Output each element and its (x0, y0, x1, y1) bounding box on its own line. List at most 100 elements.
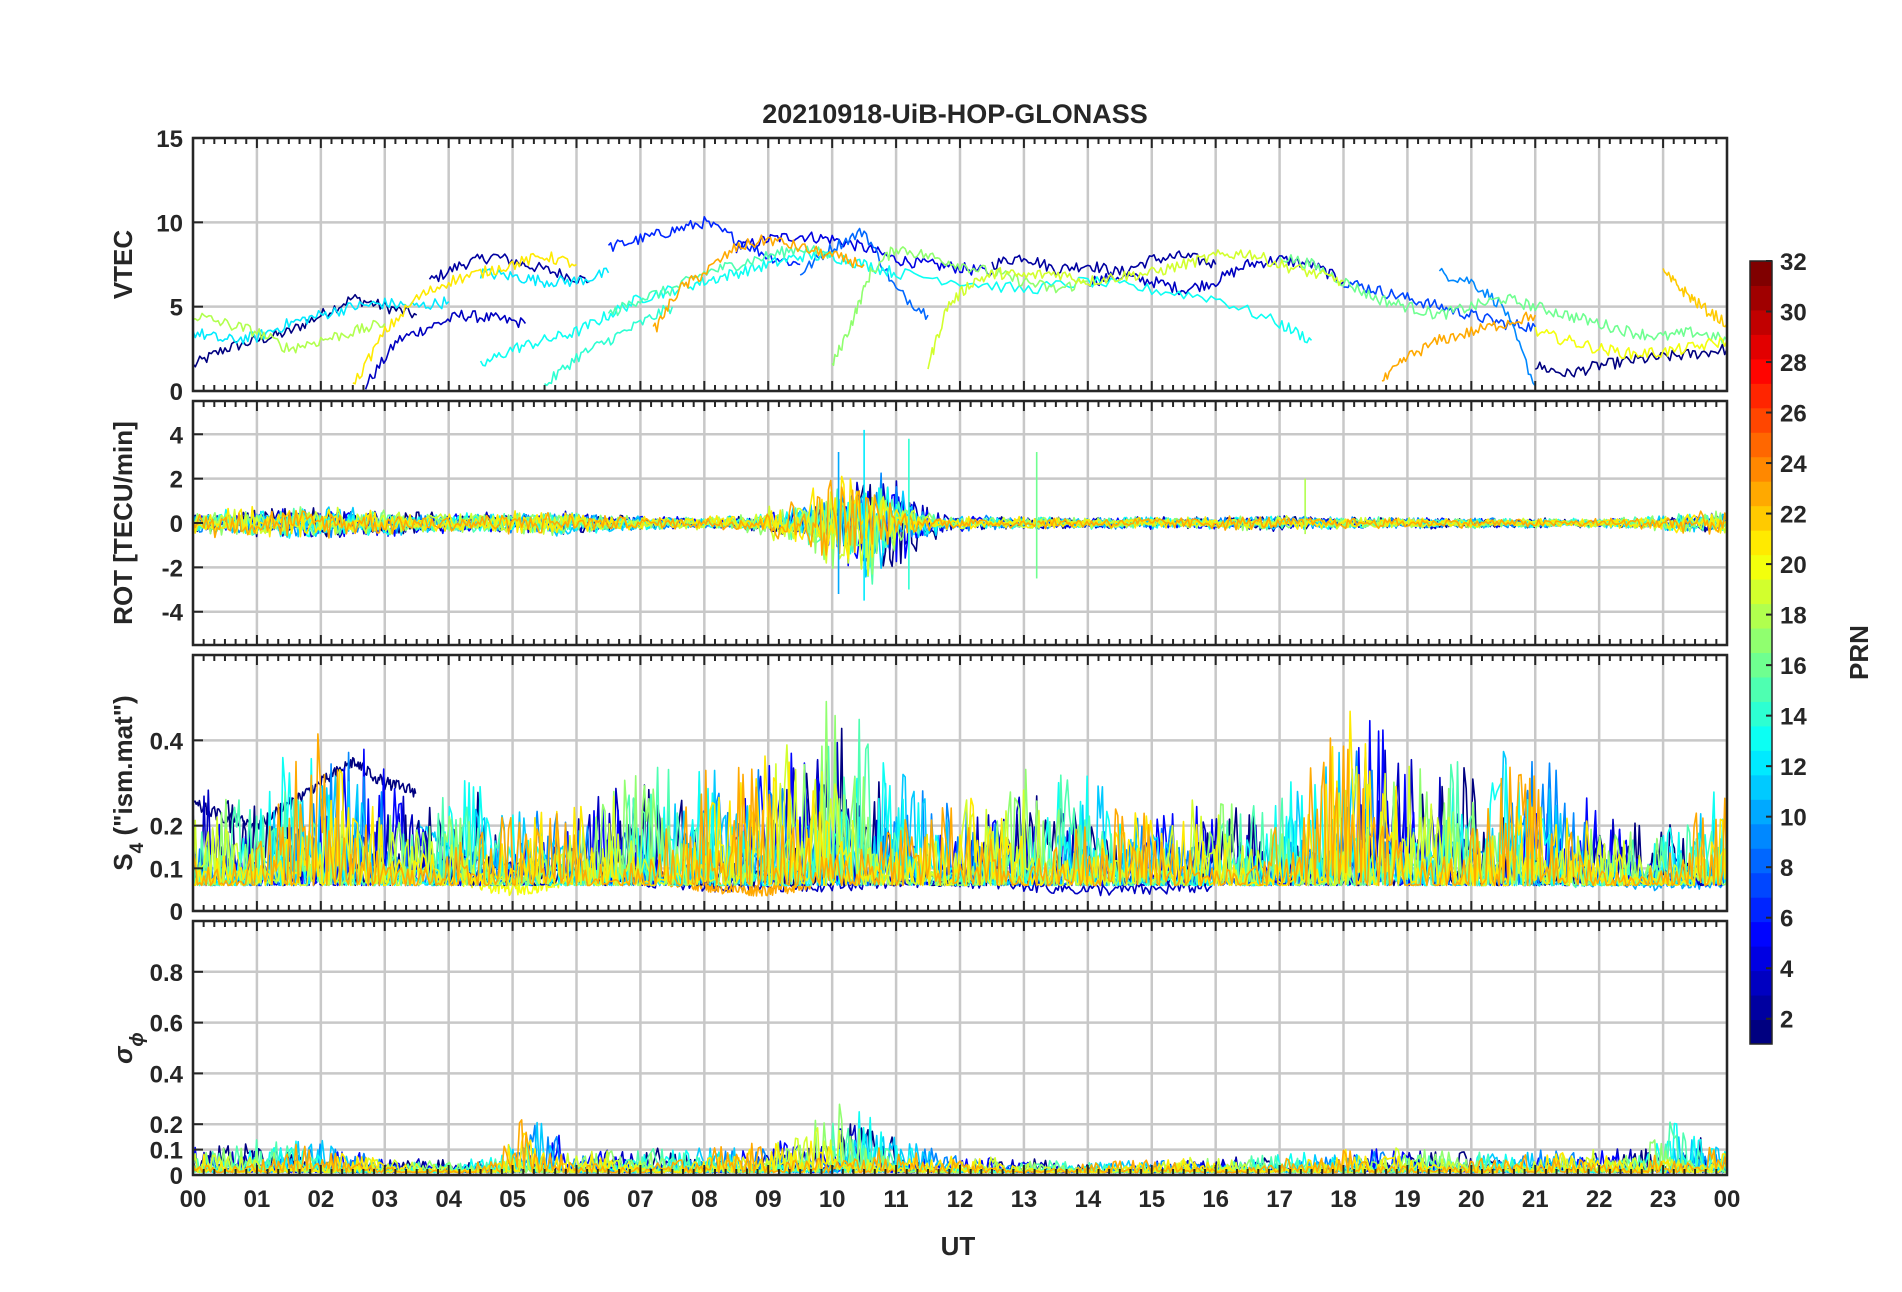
colorbar-tick-label-4: 10 (1780, 805, 1807, 832)
vtec-series-prn-12-12 (479, 267, 610, 288)
colorbar-segment-20 (1750, 530, 1772, 556)
colorbar-segment-8 (1750, 823, 1772, 849)
panel-vtec: 0 5 10 15 VTEC (108, 126, 1729, 406)
vtec-ytick-label-1: 5 (170, 295, 183, 322)
vtec-series-prn-2-4 (991, 250, 1217, 277)
vtec-traces (193, 216, 1727, 390)
x-tick-label-23: 23 (1650, 1186, 1677, 1213)
colorbar-tick-label-10: 22 (1780, 502, 1807, 529)
colorbar-segment-2 (1750, 970, 1772, 996)
s4-ytick-label-0: 0 (170, 899, 183, 926)
colorbar-tick-label-6: 14 (1780, 704, 1807, 731)
vtec-series-prn-18-18 (193, 312, 386, 354)
sigma-phi-ytick-label-5: 0.8 (150, 960, 183, 987)
s4-traces (193, 700, 1727, 897)
rot-ylabel: ROT [TECU/min] (108, 421, 138, 625)
colorbar-tick-label-3: 8 (1780, 855, 1793, 882)
colorbar-segment-1 (1750, 995, 1772, 1021)
colorbar-segment-5 (1750, 897, 1772, 923)
rot-x-ticks (192, 401, 1728, 645)
vtec-series-prn-14-14 (544, 304, 674, 387)
x-tick-label-4: 04 (435, 1186, 462, 1213)
vtec-series-prn-8-8 (799, 227, 929, 320)
s4-ytick-label-1: 0.1 (150, 856, 183, 883)
colorbar-tick-label-7: 16 (1780, 653, 1807, 680)
s4-noise-prn-23 (193, 733, 1727, 887)
sigma-phi-ytick-label-2: 0.2 (150, 1112, 183, 1139)
colorbar-segment-6 (1750, 872, 1772, 898)
colorbar-segment-0 (1750, 1019, 1772, 1045)
x-tick-label-16: 16 (1202, 1186, 1229, 1213)
colorbar-label: PRN (1844, 625, 1874, 680)
x-tick-label-2: 02 (307, 1186, 334, 1213)
rot-ytick-label-3: 2 (170, 467, 183, 494)
x-tick-label-8: 08 (691, 1186, 718, 1213)
x-tick-label-5: 05 (499, 1186, 526, 1213)
colorbar-segment-14 (1750, 676, 1772, 702)
panel-sigma-phi: 00.10.2 0.4 0.6 0.8 σϕ 00 01 02 03 04 05 06 07 08 09 10… (108, 919, 1741, 1213)
x-tick-label-24: 00 (1714, 1186, 1741, 1213)
colorbar-segment-21 (1750, 505, 1772, 531)
s4-ytick-label-2: 0.2 (150, 814, 183, 841)
colorbar-segment-31 (1750, 261, 1772, 286)
vtec-x-ticks (192, 138, 1728, 391)
colorbar-tick-label-9: 20 (1780, 552, 1807, 579)
vtec-y-tick-labels: 0 5 10 15 (156, 126, 203, 406)
s4-ytick-label-3: 0.4 (150, 728, 184, 755)
colorbar-segment-12 (1750, 725, 1772, 751)
x-tick-label-1: 01 (244, 1186, 271, 1213)
x-tick-label-10: 10 (819, 1186, 846, 1213)
colorbar-tick-label-2: 6 (1780, 906, 1793, 933)
vtec-series-prn-23-23 (652, 234, 865, 333)
x-tick-label-21: 21 (1522, 1186, 1549, 1213)
vtec-ylabel: VTEC (108, 230, 138, 300)
vtec-ytick-label-3: 15 (156, 126, 183, 153)
colorbar-tick-label-8: 18 (1780, 603, 1807, 630)
panel-rot: -4 -2 0 2 4 ROT [TECU/min] (108, 399, 1729, 647)
s4-baseline-prn-1-0 (193, 757, 417, 831)
colorbar-segment-4 (1750, 921, 1772, 947)
colorbar-segment-7 (1750, 848, 1772, 874)
x-tick-label-14: 14 (1074, 1186, 1101, 1213)
x-tick-label-3: 03 (371, 1186, 398, 1213)
colorbar-segment-24 (1750, 432, 1772, 458)
x-tick-label-11: 11 (883, 1186, 908, 1213)
panel-s4: 0 0.1 0.2 0.4S4 ("ism.mat") (108, 653, 1729, 926)
colorbar-segment-26 (1750, 383, 1772, 409)
sigma-phi-ytick-label-1: 0.1 (150, 1138, 183, 1165)
vtec-series-prn-19-19 (927, 249, 1344, 370)
colorbar-segment-25 (1750, 407, 1772, 433)
rot-ytick-label-0: -4 (162, 600, 184, 627)
colorbar-segment-29 (1750, 309, 1772, 335)
x-tick-label-22: 22 (1586, 1186, 1613, 1213)
colorbar-segment-30 (1750, 285, 1772, 311)
vtec-series-prn-13-13 (479, 250, 1313, 367)
chart-title: 20210918-UiB-HOP-GLONASS (762, 99, 1148, 129)
rot-ytick-label-4: 4 (170, 422, 184, 449)
vtec-ytick-label-2: 10 (156, 210, 183, 237)
rot-y-tick-labels: -4 -2 0 2 4 (162, 422, 203, 627)
colorbar-segment-22 (1750, 481, 1772, 507)
colorbar-tick-label-15: 32 (1780, 249, 1807, 276)
colorbar-segment-27 (1750, 358, 1772, 384)
s4-y-tick-labels: 0 0.1 0.2 0.4 (150, 728, 203, 926)
colorbar-segment-3 (1750, 946, 1772, 972)
vtec-series-prn-15-15 (607, 245, 833, 317)
vtec-series-prn-7-9 (1343, 280, 1536, 333)
colorbar-tick-label-11: 24 (1780, 451, 1807, 478)
x-tick-label-18: 18 (1330, 1186, 1357, 1213)
colorbar-segment-16 (1750, 628, 1772, 653)
vtec-series-prn-16-16 (1278, 254, 1727, 345)
vtec-ytick-label-0: 0 (170, 379, 183, 406)
vtec-series-prn-9-10 (1438, 267, 1536, 387)
colorbar-tick-label-0: 2 (1780, 1007, 1793, 1034)
vtec-series-prn-20-20 (1534, 326, 1727, 360)
x-tick-label-6: 06 (563, 1186, 590, 1213)
vtec-series-prn-1-6 (1534, 343, 1727, 378)
x-tick-label-9: 09 (755, 1186, 782, 1213)
colorbar-tick-label-5: 12 (1780, 754, 1807, 781)
rot-traces (193, 429, 1727, 601)
colorbar-segment-28 (1750, 334, 1772, 360)
vtec-grid (191, 136, 1729, 393)
